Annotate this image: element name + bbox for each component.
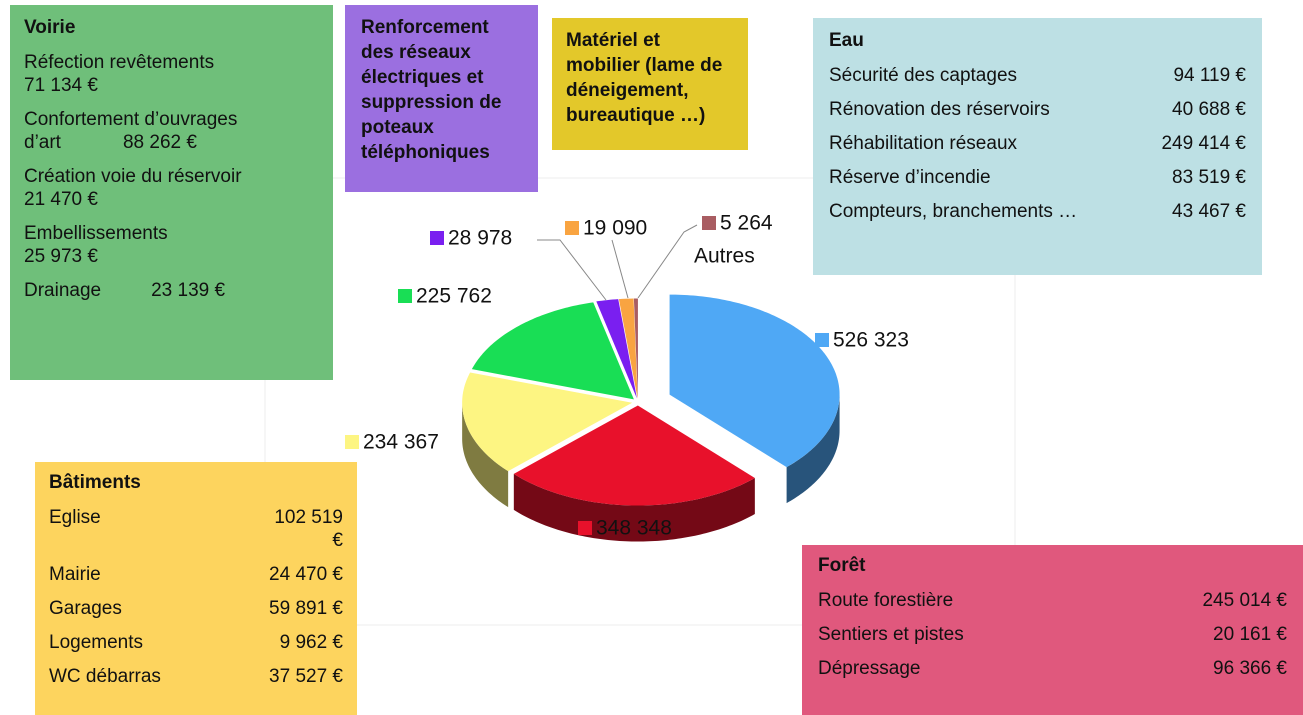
category-label: Autres xyxy=(694,245,755,268)
panel-title: Renforcement des réseaux électriques et … xyxy=(361,17,502,163)
panel-item: Dépressage 96 366 € xyxy=(818,657,1287,680)
item-label: Logements xyxy=(49,632,144,653)
data-label: 19 090 xyxy=(583,217,647,240)
item-amount: 96 366 € xyxy=(1213,658,1287,679)
panel: Renforcement des réseaux électriques et … xyxy=(345,5,538,192)
item-label: Réfection revêtements xyxy=(24,52,215,73)
item-amount: 245 014 € xyxy=(1202,590,1287,611)
data-label: 5 264 xyxy=(720,212,773,235)
panel-title: Voirie xyxy=(24,17,76,38)
panel-title: Bâtiments xyxy=(49,472,141,493)
item-amount: 23 139 € xyxy=(151,280,226,301)
item-amount: 25 973 € xyxy=(24,246,98,267)
panel-item: Création voie du réservoir 21 470 € xyxy=(24,165,319,211)
panel-title: Forêt xyxy=(818,555,866,576)
item-amount: 37 527 € xyxy=(269,666,343,687)
panel: Matériel et mobilier (lame de déneigemen… xyxy=(552,18,748,150)
item-amount: 21 470 € xyxy=(24,189,98,210)
pie-slice xyxy=(462,372,633,472)
panel: Bâtiments Eglise 102 519 € Mairie 24 470 € Ga… xyxy=(35,462,357,715)
item-label: Mairie xyxy=(49,564,101,585)
item-label: Drainage xyxy=(24,280,102,301)
pie-slice xyxy=(596,299,637,399)
panel-item: Sentiers et pistes 20 161 € xyxy=(818,623,1287,646)
item-amount: 94 119 € xyxy=(1173,65,1246,86)
item-label: Réhabilitation réseaux xyxy=(829,133,1018,154)
pie-slice xyxy=(471,302,634,400)
pie-slice xyxy=(669,294,840,468)
panel-item: Réhabilitation réseaux 249 414 € xyxy=(829,132,1246,155)
item-amount: 71 134 € xyxy=(24,75,98,96)
legend-key xyxy=(430,231,444,245)
panel-title: Eau xyxy=(829,30,864,51)
data-label: 234 367 xyxy=(363,431,439,454)
legend-key xyxy=(345,435,359,449)
pie-slice-side xyxy=(462,402,509,508)
panel-item: Embellissements 25 973 € xyxy=(24,222,319,268)
data-label: 526 323 xyxy=(833,329,909,352)
pie-slice xyxy=(618,298,638,399)
pie-slice xyxy=(633,298,638,399)
panel: Forêt Route forestière 245 014 € Sentiers e… xyxy=(802,545,1303,715)
panel-item: Garages 59 891 € xyxy=(49,597,343,620)
item-amount: 83 519 € xyxy=(1172,167,1246,188)
item-label: Embellissements xyxy=(24,223,168,244)
item-label: Sécurité des captages xyxy=(829,65,1018,86)
item-label: Compteurs, branchements … xyxy=(829,201,1078,222)
legend-key xyxy=(578,521,592,535)
item-amount: 43 467 € xyxy=(1172,201,1246,222)
data-label: 28 978 xyxy=(448,227,512,250)
panel-item: Compteurs, branchements … 43 467 € xyxy=(829,200,1246,223)
item-amount: 249 414 € xyxy=(1161,133,1246,154)
panel-item: Route forestière 245 014 € xyxy=(818,589,1287,612)
panel: Voirie Réfection revêtements 71 134 € Confo… xyxy=(10,5,333,380)
leader-line xyxy=(637,224,698,299)
item-amount: 40 688 € xyxy=(1172,99,1246,120)
item-amount: 24 470 € xyxy=(269,564,343,585)
panel-item: Mairie 24 470 € xyxy=(49,563,343,586)
pie-slice-side xyxy=(786,394,840,504)
panel-title: Matériel et mobilier (lame de déneigemen… xyxy=(566,30,723,126)
pie-slice xyxy=(513,405,755,506)
panel-item: Drainage 23 139 € xyxy=(24,279,319,302)
legend-key xyxy=(565,221,579,235)
legend-key xyxy=(815,333,829,347)
item-amount: 102 519 € xyxy=(274,507,343,551)
item-label: Réserve d’incendie xyxy=(829,167,991,188)
panel-item: Confortement d’ouvrages d’art 88 262 € xyxy=(24,108,319,154)
item-amount: 9 962 € xyxy=(279,632,343,653)
item-label: Route forestière xyxy=(818,590,954,611)
item-label: Garages xyxy=(49,598,122,619)
item-label: Eglise xyxy=(49,507,101,528)
panel-item: Logements 9 962 € xyxy=(49,631,343,654)
data-label: 225 762 xyxy=(416,285,492,308)
item-amount: 88 262 € xyxy=(122,132,197,153)
panel-item: Rénovation des réservoirs 40 688 € xyxy=(829,98,1246,121)
item-amount: 20 161 € xyxy=(1213,624,1287,645)
item-label: WC débarras xyxy=(49,666,161,687)
leader-line xyxy=(611,239,629,299)
panel-item: Réfection revêtements 71 134 € xyxy=(24,51,319,97)
legend-key xyxy=(702,216,716,230)
data-label: 348 348 xyxy=(596,517,672,540)
item-label: Rénovation des réservoirs xyxy=(829,99,1050,120)
item-label: Confortement d’ouvrages d’art xyxy=(24,109,238,153)
item-label: Sentiers et pistes xyxy=(818,624,964,645)
panel-item: WC débarras 37 527 € xyxy=(49,665,343,688)
panel-item: Sécurité des captages 94 119 € xyxy=(829,64,1246,87)
pie-slice-side xyxy=(513,473,755,542)
panel: Eau Sécurité des captages 94 119 € Rénovati… xyxy=(813,18,1262,275)
leader-line xyxy=(537,239,607,301)
panel-item: Réserve d’incendie 83 519 € xyxy=(829,166,1246,189)
panel-item: Eglise 102 519 € xyxy=(49,506,343,552)
item-label: Dépressage xyxy=(818,658,921,679)
item-amount: 59 891 € xyxy=(269,598,343,619)
legend-key xyxy=(398,289,412,303)
item-label: Création voie du réservoir xyxy=(24,166,242,187)
